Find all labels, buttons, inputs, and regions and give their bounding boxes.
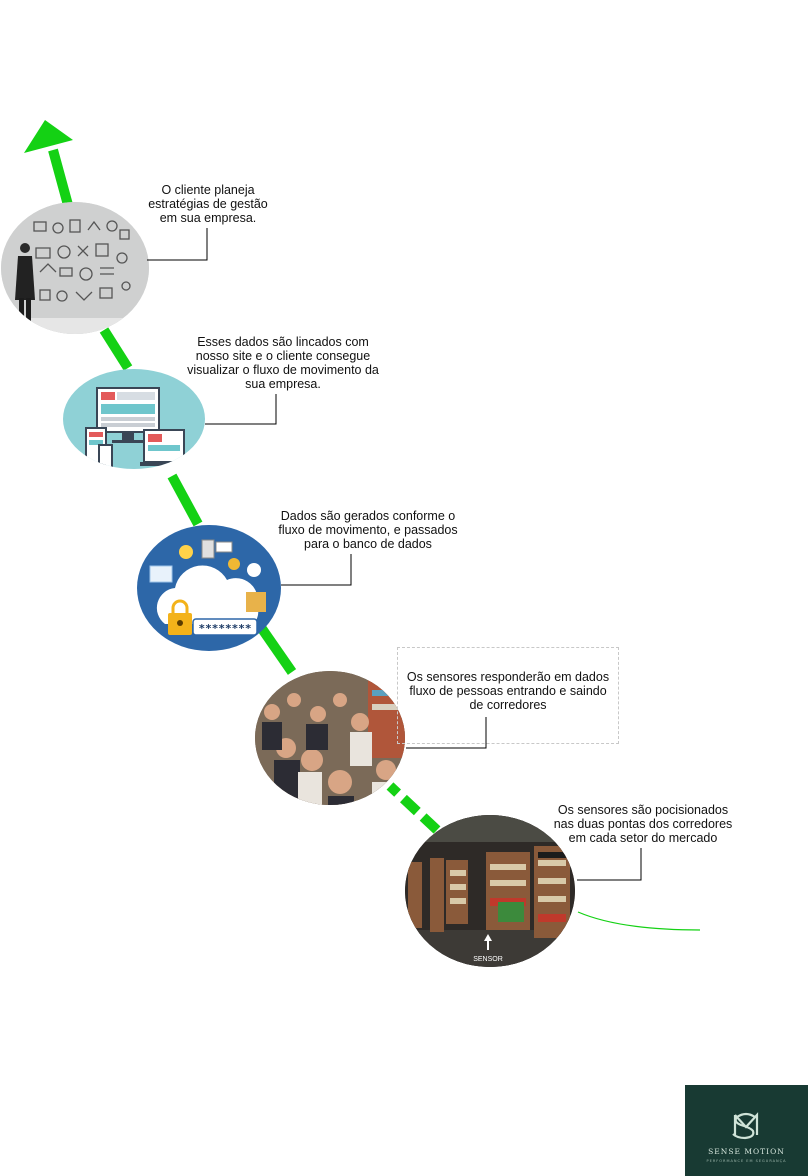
step-image-sensors-placement: SENSOR	[405, 815, 575, 967]
sense-motion-logo: SENSE MOTION PERFORMANCE EM SEGURANÇA	[685, 1085, 808, 1176]
step-image-database: ********	[137, 525, 281, 651]
caption-line: de corredores	[469, 698, 547, 712]
caption-sensors-data: Os sensores responderão em dados fluxo d…	[397, 670, 619, 712]
caption-line: nosso site e o cliente consegue	[195, 349, 371, 363]
business-strategy-icon	[33, 219, 131, 302]
connector-step-4	[406, 717, 487, 749]
arrow-segment	[99, 327, 133, 371]
businessman-figure	[15, 243, 35, 322]
sensor-label: SENSOR	[473, 956, 503, 963]
caption-line: nas duas pontas dos corredores	[553, 817, 733, 831]
step-image-sensors-data	[255, 671, 405, 805]
caption-website: Esses dados são lincados com nosso site …	[172, 335, 394, 391]
connector-step-3	[281, 554, 352, 586]
cloud-database-icon: ********	[149, 539, 266, 636]
caption-line: Esses dados são lincados com	[197, 335, 369, 349]
growth-arrow	[24, 120, 701, 931]
caption-planning: O cliente planeja estratégias de gestão …	[128, 183, 288, 225]
password-field	[192, 618, 258, 636]
arrow-head-icon	[24, 120, 73, 153]
caption-line: fluxo de pessoas entrando e saindo	[409, 684, 607, 698]
arrow-segment	[253, 620, 297, 675]
logo-tagline: PERFORMANCE EM SEGURANÇA	[706, 1159, 787, 1163]
caption-database: Dados são gerados conforme o fluxo de mo…	[258, 509, 478, 551]
sensor-marker-icon	[484, 934, 492, 950]
crowd-photo-icon	[255, 671, 405, 805]
caption-line: O cliente planeja	[161, 183, 255, 197]
caption-line: fluxo de movimento, e passados	[278, 523, 458, 537]
caption-line: sua empresa.	[245, 377, 321, 391]
caption-line: estratégias de gestão	[148, 197, 268, 211]
caption-line: em cada setor do mercado	[568, 831, 718, 845]
caption-line: em sua empresa.	[159, 211, 257, 225]
caption-box-sensors-data	[397, 647, 619, 744]
connector-step-2	[205, 394, 277, 425]
responsive-devices-icon	[85, 387, 188, 469]
arrow-tail	[577, 911, 701, 931]
arrow-segment	[48, 148, 73, 207]
connector-step-1	[147, 228, 208, 261]
arrow-segment	[386, 782, 441, 834]
logo-monogram-icon	[732, 1112, 759, 1140]
logo-name: SENSE MOTION	[708, 1147, 785, 1156]
padlock-icon	[168, 599, 192, 635]
password-mask: ********	[199, 622, 252, 635]
caption-sensors-placement: Os sensores são pocisionados nas duas po…	[538, 803, 748, 845]
caption-line: Os sensores são pocisionados	[557, 803, 729, 817]
caption-line: para o banco de dados	[304, 537, 432, 551]
connectors	[147, 228, 642, 881]
arrow-segment	[167, 473, 203, 527]
connector-step-5	[577, 848, 642, 881]
caption-line: Os sensores responderão em dados	[406, 670, 610, 684]
caption-line: Dados são gerados conforme o	[280, 509, 456, 523]
supermarket-aisle-icon: SENSOR	[405, 815, 575, 967]
step-image-website	[63, 369, 205, 469]
caption-line: visualizar o fluxo de movimento da	[187, 363, 379, 377]
